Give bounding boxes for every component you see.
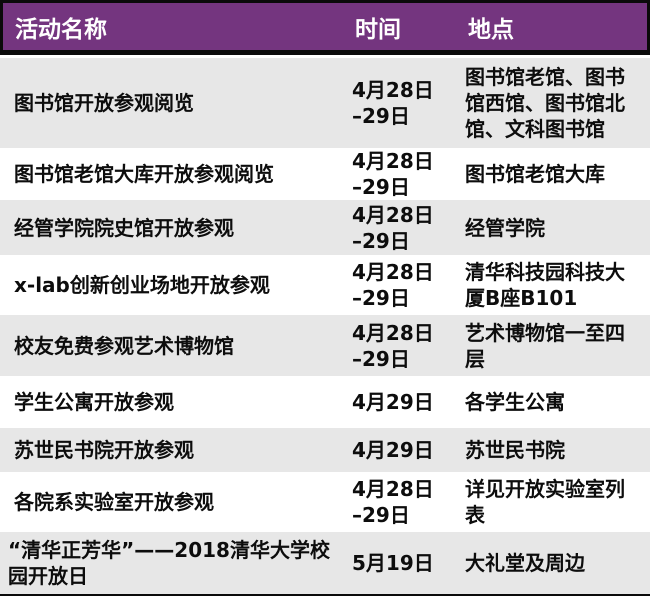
table-row: x-lab创新创业场地开放参观 4月28日 –29日 清华科技园科技大厦B座B1… — [0, 255, 650, 315]
location-cell: 大礼堂及周边 — [465, 551, 585, 575]
location-cell: 清华科技园科技大厦B座B101 — [465, 260, 625, 310]
location-cell: 各学生公寓 — [465, 390, 565, 414]
time-cell: 5月19日 — [352, 551, 434, 575]
time-cell: 4月28日 –29日 — [352, 260, 434, 310]
table-row: 校友免费参观艺术博物馆 4月28日 –29日 艺术博物馆一至四层 — [0, 315, 650, 376]
time-cell: 4月28日 –29日 — [352, 320, 434, 371]
activity-cell: 苏世民书院开放参观 — [14, 438, 194, 462]
table-row: 各院系实验室开放参观 4月28日 –29日 详见开放实验室列表 — [0, 472, 650, 532]
table-row: 图书馆开放参观阅览 4月28日 –29日 图书馆老馆、图书馆西馆、图书馆北馆、文… — [0, 58, 650, 148]
column-header-activity: 活动名称 — [15, 16, 107, 43]
activity-cell: 各院系实验室开放参观 — [14, 490, 214, 514]
activity-cell: 图书馆老馆大库开放参观阅览 — [14, 162, 274, 186]
activity-cell: 学生公寓开放参观 — [14, 390, 174, 414]
time-cell: 4月28日 –29日 — [352, 149, 434, 199]
time-cell: 4月28日 –29日 — [352, 477, 434, 527]
table-row: “清华正芳华”——2018清华大学校园开放日 5月19日 大礼堂及周边 — [0, 532, 650, 594]
activity-cell: x-lab创新创业场地开放参观 — [14, 273, 270, 297]
activity-cell: 校友免费参观艺术博物馆 — [14, 333, 234, 358]
table-row: 经管学院院史馆开放参观 4月28日 –29日 经管学院 — [0, 200, 650, 255]
location-cell: 图书馆老馆、图书馆西馆、图书馆北馆、文科图书馆 — [465, 65, 625, 141]
column-header-location: 地点 — [468, 16, 514, 43]
activity-cell: 图书馆开放参观阅览 — [14, 91, 194, 115]
table-row: 图书馆老馆大库开放参观阅览 4月28日 –29日 图书馆老馆大库 — [0, 148, 650, 200]
table-row: 学生公寓开放参观 4月29日 各学生公寓 — [0, 376, 650, 428]
activity-cell: “清华正芳华”——2018清华大学校园开放日 — [8, 538, 330, 588]
table-header-row: 活动名称 时间 地点 — [0, 0, 650, 55]
activity-cell: 经管学院院史馆开放参观 — [14, 215, 234, 240]
column-header-time: 时间 — [355, 16, 401, 43]
time-cell: 4月29日 — [352, 438, 434, 462]
table-row: 苏世民书院开放参观 4月29日 苏世民书院 — [0, 428, 650, 472]
location-cell: 经管学院 — [465, 215, 545, 240]
time-cell: 4月29日 — [352, 390, 434, 414]
location-cell: 艺术博物馆一至四层 — [465, 320, 625, 371]
location-cell: 图书馆老馆大库 — [465, 162, 605, 186]
time-cell: 4月28日 –29日 — [352, 78, 434, 128]
table-bottom-rule — [0, 594, 650, 596]
time-cell: 4月28日 –29日 — [352, 202, 434, 253]
location-cell: 苏世民书院 — [465, 438, 565, 462]
location-cell: 详见开放实验室列表 — [465, 477, 625, 527]
